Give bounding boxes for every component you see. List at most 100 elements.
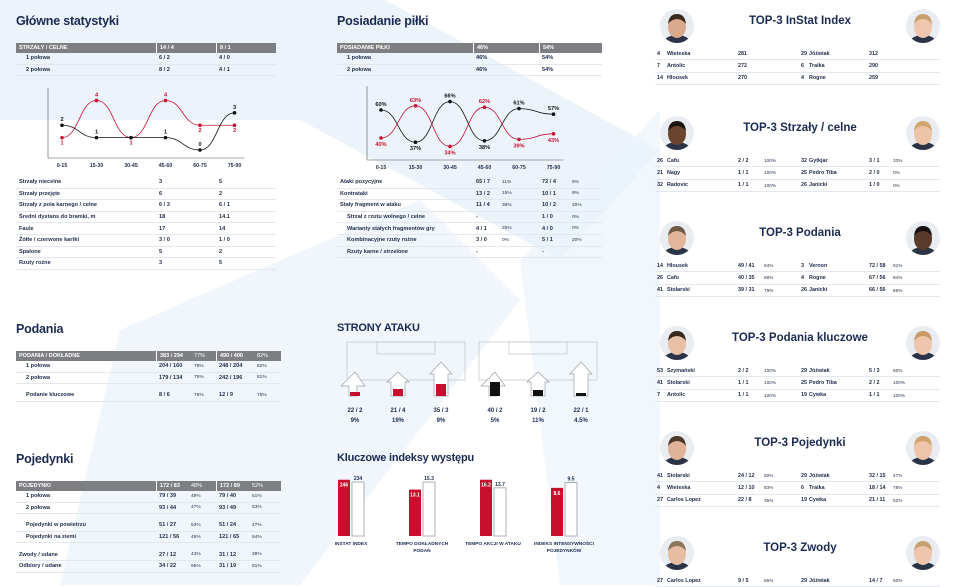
player-photo [906,9,940,43]
stat-row: Średni dystans do bramki, m 18 14.1 [16,212,276,224]
player-number: 19 [801,392,807,399]
player-percent: 100% [764,368,776,374]
row-label: Pojedynki w powietrzu [26,522,86,529]
data-label: 39% [513,143,524,149]
player-number: 27 [657,497,663,504]
player-name: Jóźwiak [809,50,830,57]
row-away: 93 / 49 [219,504,237,511]
index-label: TEMPO DOKŁADNYCH [396,541,449,547]
shots-header: STRZAŁY / CELNE 14 / 4 8 / 1 [16,43,276,53]
top3-row: 4 Wieteska 281 29 Jóźwiak 312 [655,48,940,61]
passes-row: 1 połowa 204 / 160 78% 248 / 204 82% [16,361,281,373]
row-home: 27 / 12 [159,551,177,558]
player-name: Cafu [667,157,679,164]
top3-row: 41 Stolarski 39 / 31 79% 26 Janicki 66 / 56 85% [655,285,940,297]
row-label: Kombinacyjne rzuty rożne [347,237,417,244]
player-number: 29 [801,367,807,374]
row-home: - [476,248,478,255]
player-value: 12 / 10 [738,484,755,491]
index-label: INDEKS INTENSYWNOŚCI [534,540,595,547]
row-away-pct: 20% [572,202,582,208]
half-label: 2 połowa [26,66,50,73]
possession-row: Warianty stałych fragmentów gry 4 / 1 25% 4… [337,223,602,235]
player-number: 14 [657,75,663,82]
data-point [379,136,383,140]
possession-row: Kombinacyjne rzuty rożne 3 / 0 0% 5 / 1 20% [337,235,602,247]
attack-bar [490,382,500,396]
stat-label: Strzały niecelne [19,179,62,186]
row-home: 93 / 44 [159,504,177,511]
top3-row: 4 Wieteska 12 / 10 83% 6 Traika 18 / 14 78% [655,482,940,495]
row-home: 11 / 4 [476,202,490,209]
player-number: 53 [657,367,663,374]
passes-header: PODANIA / DOKŁADNE 383 / 294 77% 490 / 4… [16,351,281,361]
row-away: 1 / 0 [542,214,553,221]
player-percent: 36% [764,497,774,503]
stat-label: Żółte / czerwone kartki [19,237,79,244]
player-value: 259 [869,75,878,82]
row-home-pct: 53% [191,522,201,528]
row-away: 72 / 4 [542,179,556,186]
stat-away: 1 / 0 [219,237,230,244]
player-percent: 56% [764,578,774,584]
half-label: 1 połowa [26,55,50,62]
row-label: Pojedynki na ziemi [26,534,77,541]
player-number: 29 [801,577,807,584]
attack-sides-title: STRONY ATAKU [337,322,420,334]
player-value: 1 / 1 [738,392,749,399]
player-percent: 33% [893,158,903,164]
row-home: 179 / 134 [159,374,183,381]
data-point [448,99,452,104]
key-passes-away-pct: 75% [257,392,267,398]
player-number: 19 [801,497,807,504]
half-home: 8 / 2 [159,66,170,73]
data-label: 2 [233,128,236,134]
player-name: Traika [809,62,825,69]
main-stats-title: Główne statystyki [16,14,119,28]
top3-title: TOP-3 Strzały / celne [743,122,857,134]
data-label: 1 [129,141,132,147]
stat-row: Strzały z pola karnego / celne 6 / 3 6 / 1 [16,200,276,212]
data-label: 66% [444,94,455,100]
data-point [232,111,237,115]
top3-row: 27 Carlos Lopez 22 / 8 36% 19 Cywka 21 / 11 52% [655,495,940,507]
player-name: Pedro Tiba [809,379,837,386]
key-passes-label: Podanie kluczowe [26,392,75,399]
shots-table: STRZAŁY / CELNE 14 / 4 8 / 1 1 połowa 6 /… [16,43,276,77]
data-point [94,98,99,103]
player-name: Rogne [809,274,826,281]
index-bar-home [480,479,492,536]
duels-header-home-pct: 48% [191,483,203,489]
x-tick-label: 60-75 [193,163,207,169]
x-tick-label: 60-75 [512,165,526,171]
index-bar-away [351,481,365,537]
player-name: Cafu [667,274,679,281]
row-home-pct: 36% [502,202,512,208]
row-home-pct: 49% [191,493,201,499]
duels-title: Pojedynki [16,452,74,466]
data-label: 38% [479,145,490,151]
row-home-pct: 47% [191,505,201,511]
stat-label: Średni dystans do bramki, m [19,214,96,221]
player-photo [906,326,940,360]
possession-half-row: 2 połowa 46% 54% [337,65,602,77]
index-value-home: 246 [340,483,349,489]
row-away-pct: 61% [252,563,262,569]
player-percent: 60% [893,368,903,374]
player-name: Hlousek [667,75,688,82]
player-name: Nagy [667,169,681,176]
player-value: 290 [869,62,878,69]
passes-header-home-pct: 77% [194,353,206,359]
row-away-pct: 0% [572,226,579,232]
row-label: Kontrataki [340,190,368,197]
player-number: 26 [801,287,807,294]
attack-sides-graphic: 22 / 2 9% 21 / 4 19% 35 / 3 9% 40 / 2 5% 19 / 2 1… [340,341,598,424]
player-name: Vernon [809,262,828,269]
x-tick-label: 15-30 [90,163,104,169]
stat-label: Spalone [19,248,41,255]
duels-row: Pojedynki na ziemi 121 / 56 46% 121 / 65 54% [16,532,281,544]
top3-row: 41 Stolarski 1 / 1 100% 25 Pedro Tiba 2 / 2 100… [655,377,940,390]
stat-away: 2 [219,190,223,197]
possession-half-row: 1 połowa 46% 54% [337,53,602,65]
row-away: 4 / 0 [542,225,553,232]
